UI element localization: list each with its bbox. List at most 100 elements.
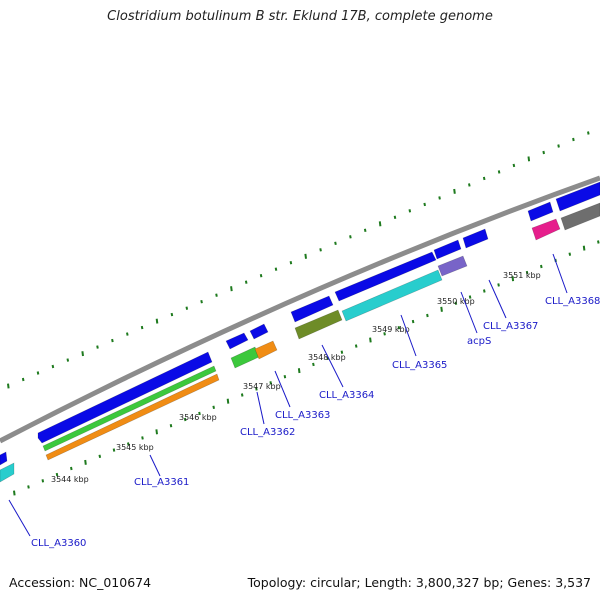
scale-tick	[27, 485, 30, 489]
scale-tick	[41, 479, 45, 483]
scale-tick	[527, 156, 531, 162]
gene-label-cll-a3364[interactable]: CLL_A3364	[319, 390, 374, 401]
scale-tick	[297, 368, 301, 374]
scale-tick	[226, 398, 230, 404]
gene-arrow-right-top[interactable]	[555, 181, 600, 212]
scale-tick	[497, 283, 500, 287]
scale-tick	[215, 293, 218, 297]
map-title: Clostridium botulinum B str. Eklund 17B,…	[107, 9, 493, 24]
scale-tick	[127, 442, 130, 446]
gene-arrow-cll-a3362-top[interactable]	[225, 332, 249, 350]
gene-label-acps[interactable]: acpS	[467, 336, 491, 347]
gene-arrow-cll-a3360-top[interactable]	[0, 451, 8, 466]
scale-label-3551: 3551 kbp	[503, 271, 541, 280]
scale-tick	[582, 245, 586, 251]
scale-tick	[397, 326, 401, 330]
cds-bar-cll-a3365[interactable]	[341, 269, 443, 322]
scale-tick	[572, 137, 575, 142]
gene-label-cll-a3368[interactable]: CLL_A3368	[545, 296, 600, 307]
scale-tick	[497, 170, 501, 174]
scale-tick	[140, 325, 144, 330]
scale-tick	[512, 163, 516, 168]
scale-tick	[126, 332, 129, 336]
scale-tick	[312, 362, 315, 367]
scale-tick	[304, 253, 307, 259]
gene-features	[0, 181, 600, 483]
scale-tick	[185, 306, 189, 310]
scale-tick	[98, 454, 102, 458]
gene-arrow-cll-a3368-top[interactable]	[527, 201, 554, 222]
scale-tick	[542, 150, 545, 155]
scale-tick	[51, 364, 55, 369]
cds-bar-cll-a3362[interactable]	[230, 346, 260, 369]
scale-tick	[319, 248, 322, 252]
scale-tick	[269, 381, 272, 385]
cds-bar-cll-a3364[interactable]	[294, 309, 343, 340]
scale-tick	[326, 356, 329, 360]
scale-tick	[283, 375, 287, 379]
scale-tick	[36, 371, 40, 375]
cds-bar-cll-a3363[interactable]	[254, 340, 278, 360]
scale-tick	[170, 312, 174, 317]
gene-arrow-cll-a3364-top[interactable]	[290, 295, 334, 323]
gene-label-cll-a3365[interactable]: CLL_A3365	[392, 360, 447, 371]
scale-tick	[423, 202, 426, 207]
scale-tick	[274, 267, 278, 271]
scale-tick	[468, 295, 472, 299]
scale-tick	[111, 338, 114, 343]
scale-tick	[155, 429, 158, 435]
gene-label-cll-a3362[interactable]: CLL_A3362	[240, 427, 295, 438]
scale-label-3549: 3549 kbp	[372, 325, 410, 334]
scale-tick	[255, 387, 258, 391]
scale-label-3544: 3544 kbp	[51, 475, 89, 484]
cds-bar-orange[interactable]	[45, 373, 220, 461]
scale-tick	[7, 383, 10, 389]
cds-bar-cll-a3368[interactable]	[531, 218, 561, 241]
gene-arrow-cll-a3367-top[interactable]	[462, 228, 489, 249]
scale-tick	[540, 264, 543, 269]
gene-arrow-cll-a3360[interactable]	[0, 462, 15, 483]
gene-arrow-cll-a3363-top[interactable]	[249, 323, 269, 340]
scale-tick	[198, 411, 201, 416]
cds-bar-green[interactable]	[42, 365, 217, 452]
scale-tick	[468, 183, 471, 187]
gene-label-cll-a3360[interactable]: CLL_A3360	[31, 538, 86, 549]
label-leaders	[8, 253, 568, 537]
scale-tick	[597, 240, 600, 244]
gene-arrow-cll-a3361[interactable]	[37, 351, 213, 444]
scale-label-3548: 3548 kbp	[308, 353, 346, 362]
scale-tick	[411, 319, 415, 324]
scale-label-3545: 3545 kbp	[116, 443, 154, 452]
genome-summary-text: Topology: circular; Length: 3,800,327 bp…	[247, 575, 591, 590]
scale-tick	[81, 351, 84, 357]
scale-tick	[334, 241, 337, 245]
gene-label-cll-a3367[interactable]: CLL_A3367	[483, 321, 538, 332]
scale-tick	[440, 306, 443, 312]
scale-tick	[438, 196, 441, 200]
scale-tick	[183, 417, 187, 422]
scale-tick	[289, 261, 293, 265]
scale-tick	[354, 344, 358, 348]
gene-label-cll-a3363[interactable]: CLL_A3363	[275, 410, 330, 421]
scale-tick	[482, 176, 486, 181]
scale-tick	[369, 337, 372, 343]
scale-tick	[557, 144, 560, 148]
scale-labels: 3544 kbp 3545 kbp 3546 kbp 3547 kbp 3548…	[51, 271, 541, 484]
gene-arrow-cll-a3365[interactable]	[334, 251, 437, 302]
scale-tick	[141, 436, 144, 440]
gene-label-cll-a3361[interactable]: CLL_A3361	[134, 477, 189, 488]
cds-bar-gray[interactable]	[560, 202, 600, 231]
scale-tick	[483, 289, 486, 293]
scale-tick	[70, 466, 73, 471]
scale-tick	[454, 301, 458, 305]
scale-tick	[169, 424, 173, 428]
scale-tick	[511, 276, 515, 282]
cds-bar-acps[interactable]	[437, 255, 468, 277]
genome-backbone	[0, 175, 600, 444]
gene-arrow-acps-top[interactable]	[433, 239, 462, 260]
scale-tick	[55, 472, 59, 477]
scale-ticks	[7, 131, 600, 496]
scale-tick	[349, 235, 352, 239]
